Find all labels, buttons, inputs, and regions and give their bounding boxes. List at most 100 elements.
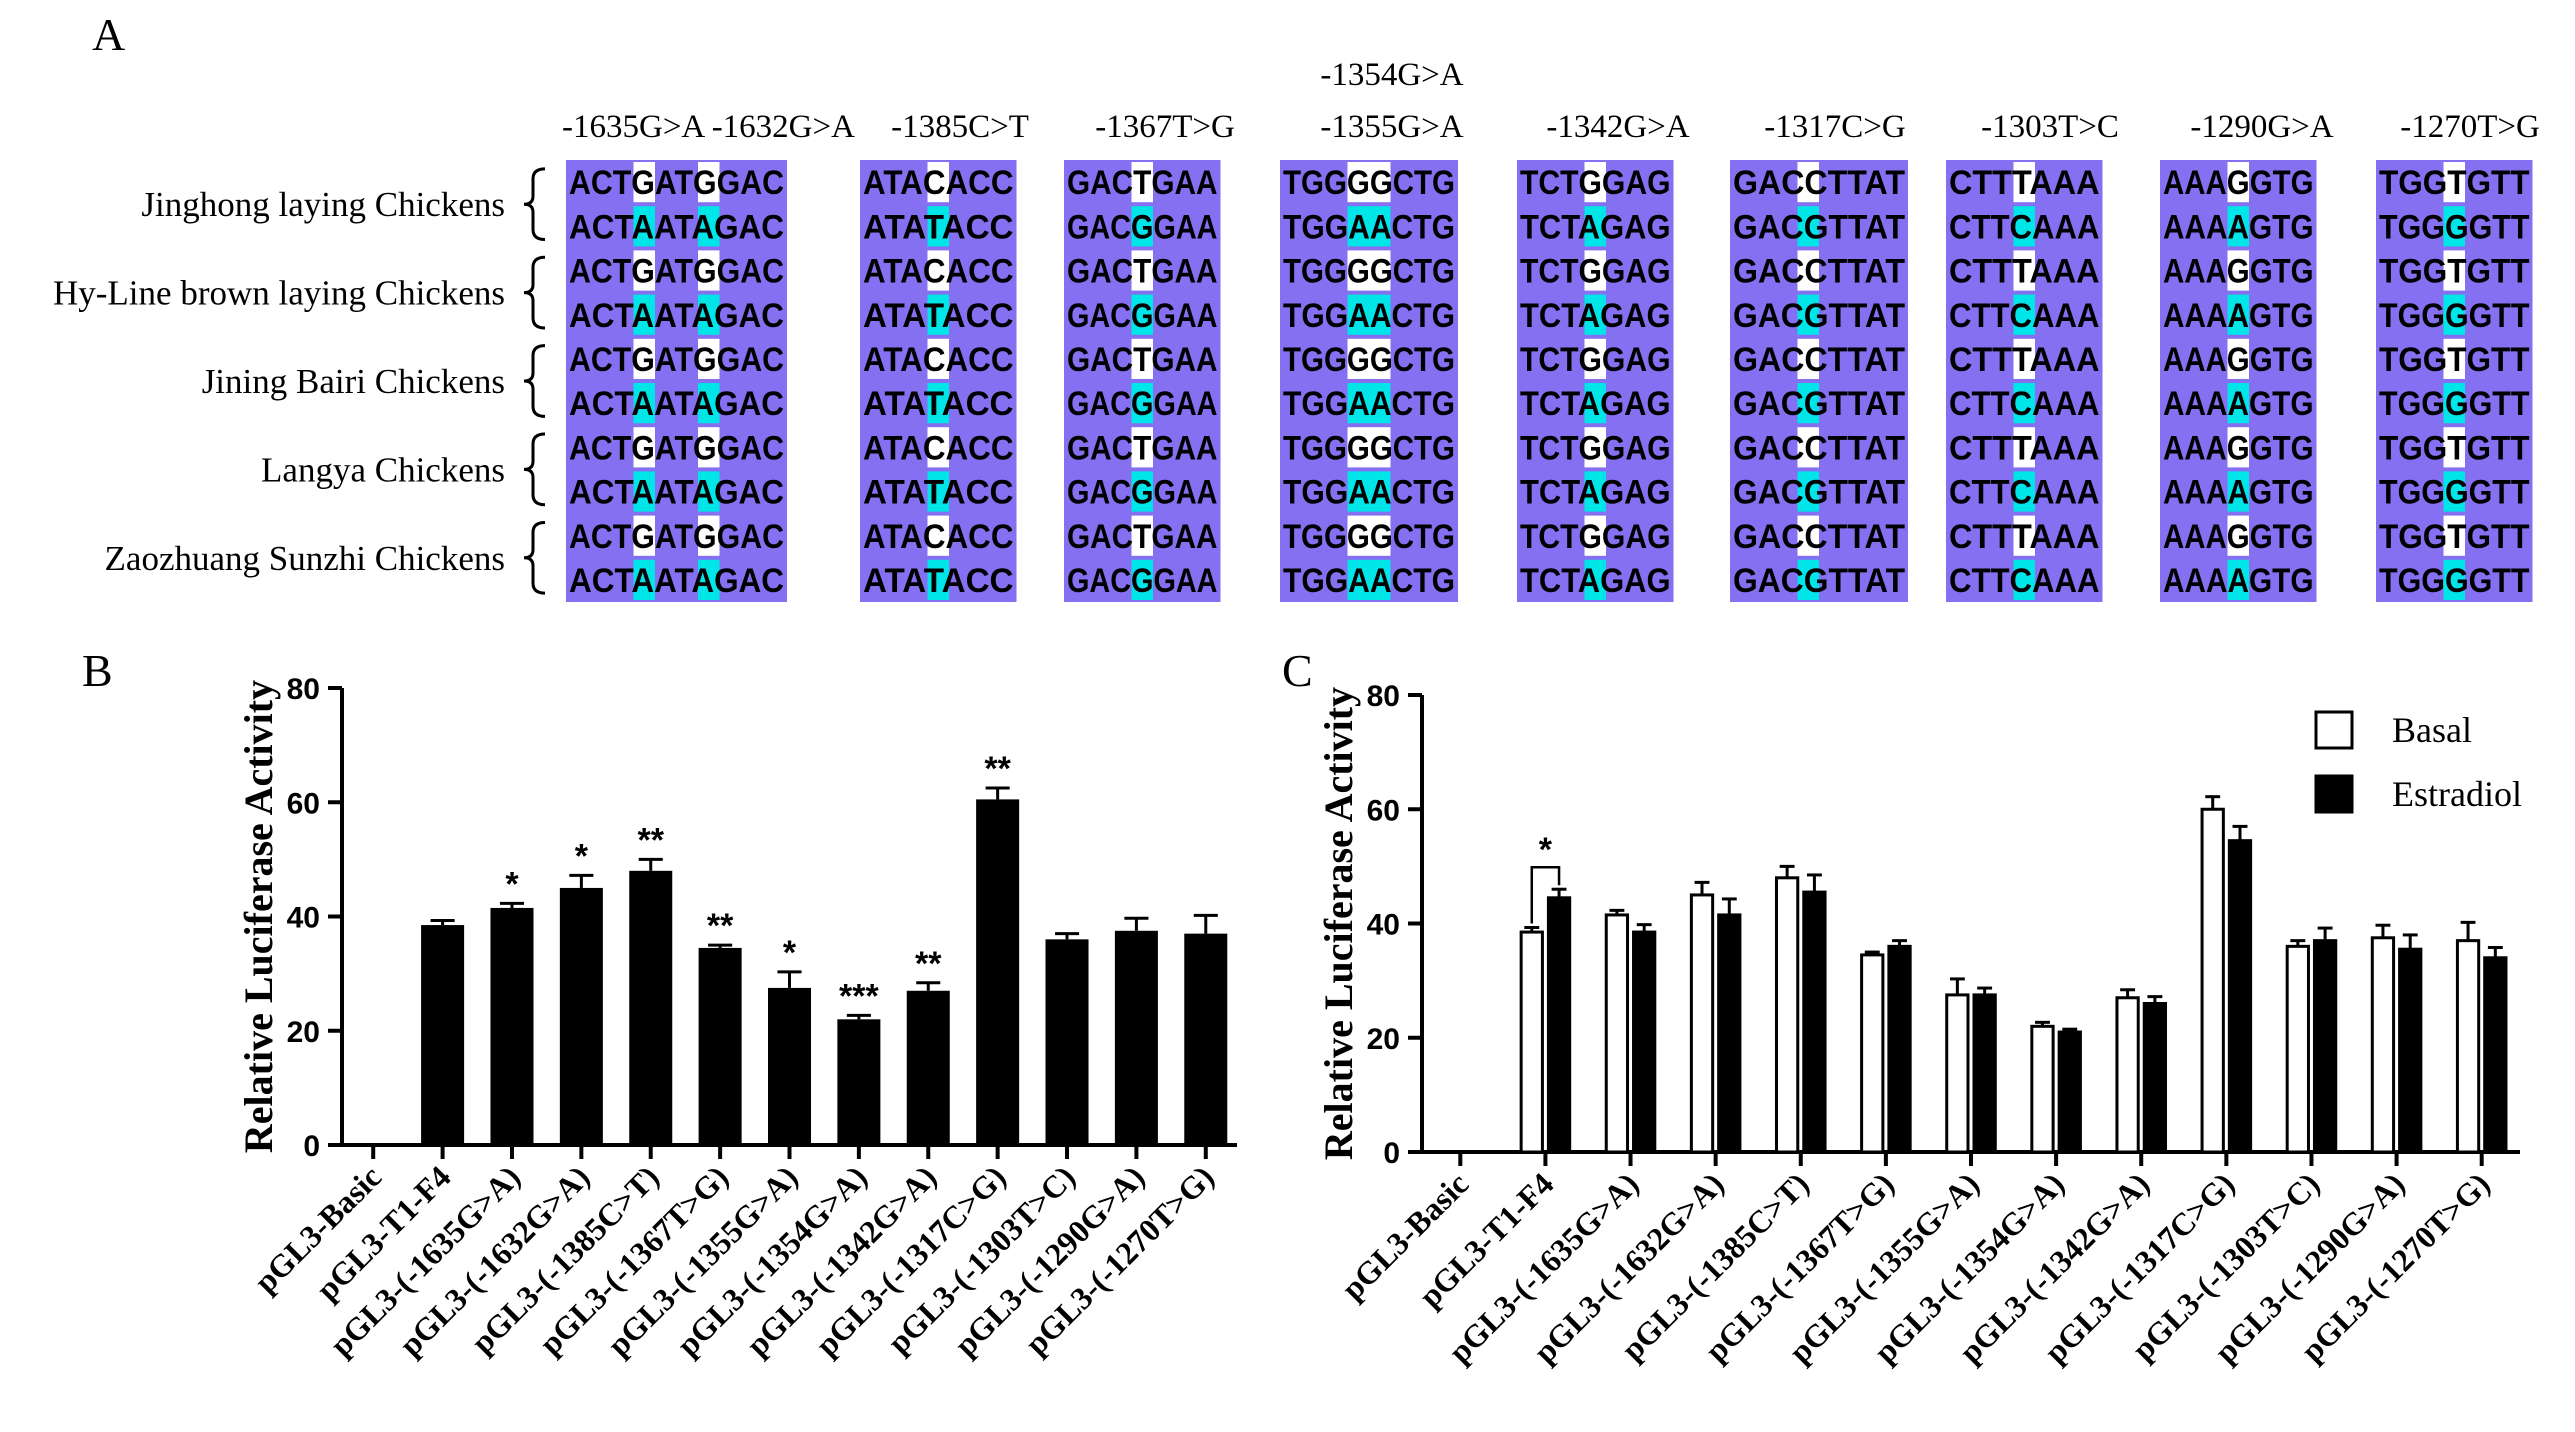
snp-highlight <box>1369 162 1391 203</box>
sequence-row: GACTGAA <box>1067 253 1218 291</box>
sequence-row: AAAGGTG <box>2163 429 2314 467</box>
bar-c-basal <box>2115 996 2140 1154</box>
snp-highlight <box>2013 427 2035 468</box>
panel-a-label: A <box>92 9 125 60</box>
snp-highlight <box>1584 162 1606 203</box>
sequence-row: CTTTAAA <box>1949 341 2100 379</box>
sequence-row: GACTGAA <box>1067 518 1218 556</box>
snp-label-8: -1270T>G <box>2400 109 2540 145</box>
y-tick-label: 60 <box>1367 794 1400 827</box>
snp-highlight <box>633 162 655 203</box>
y-tick-label: 40 <box>287 902 320 935</box>
significance-label: *** <box>839 977 879 1015</box>
brace-bracket <box>523 167 546 242</box>
sequence-row: CTTTAAA <box>1949 429 2100 467</box>
bar-c-basal <box>1860 953 1885 1154</box>
snp-highlight <box>927 515 949 556</box>
snp-highlight <box>698 471 720 512</box>
snp-highlight <box>698 559 720 600</box>
snp-highlight <box>698 250 720 291</box>
sequence-row: CTTCAAA <box>1949 297 2100 335</box>
y-tick-label: 20 <box>287 1016 320 1049</box>
panel-c-label: C <box>1282 645 1313 696</box>
snp-highlight <box>2013 338 2035 379</box>
sequence-row: GACGGAA <box>1067 208 1218 246</box>
brace-bracket <box>523 255 546 330</box>
y-tick-label: 0 <box>1383 1137 1400 1170</box>
y-axis-title: Relative Luciferase Activity <box>1316 687 1361 1160</box>
snp-highlight <box>1369 515 1391 556</box>
snp-highlight <box>1797 206 1819 247</box>
sequence-row: GACGGAA <box>1067 385 1218 423</box>
snp-highlight <box>2227 471 2249 512</box>
y-tick-label: 60 <box>287 787 320 820</box>
bar-c-basal <box>2285 944 2310 1154</box>
snp-highlight <box>1347 471 1369 512</box>
snp-highlight <box>927 250 949 291</box>
sequence-row: TGGGGTT <box>2379 385 2530 423</box>
sequence-row: TGGGGCTG <box>1283 518 1455 556</box>
sequence-row: TCTGGAG <box>1520 341 1671 379</box>
breed-label: Hy-Line brown laying Chickens <box>53 274 505 313</box>
bar-c-estradiol <box>1632 930 1657 1154</box>
snp-label-top: -1354G>A <box>1320 57 1463 93</box>
sequence-row: ATATACC <box>863 385 1014 423</box>
snp-highlight <box>1584 250 1606 291</box>
snp-highlight <box>698 162 720 203</box>
sequence-row: CTTCAAA <box>1949 474 2100 512</box>
bar-b <box>837 1019 881 1145</box>
snp-label-3: -1355G>A <box>1320 109 1463 145</box>
panel-b-label: B <box>82 645 113 696</box>
sequence-row: GACGGAA <box>1067 562 1218 600</box>
legend-label: Basal <box>2392 710 2472 750</box>
snp-highlight <box>1584 294 1606 335</box>
snp-highlight <box>1347 162 1369 203</box>
sequence-row: GACTGAA <box>1067 164 1218 202</box>
snp-highlight <box>2443 559 2465 600</box>
bar-c-estradiol <box>2312 939 2338 1154</box>
bar-c-basal <box>1519 930 1544 1154</box>
sequence-row: ATACACC <box>863 164 1014 202</box>
significance-label: ** <box>638 821 665 859</box>
sequence-row: TGGGGCTG <box>1283 253 1455 291</box>
bar-c-estradiol <box>1717 913 1742 1154</box>
snp-highlight <box>2013 383 2035 424</box>
snp-highlight <box>2227 162 2249 203</box>
sequence-row: ATATACC <box>863 474 1014 512</box>
sequence-row: TGGTGTT <box>2379 164 2530 202</box>
snp-highlight <box>2227 294 2249 335</box>
bar-b <box>559 887 603 1145</box>
sequence-row: GACGGAA <box>1067 297 1218 335</box>
snp-highlight <box>1584 206 1606 247</box>
bar-b <box>906 990 950 1145</box>
bar-b <box>421 925 465 1145</box>
y-axis-title: Relative Luciferase Activity <box>236 680 281 1153</box>
snp-highlight <box>1797 383 1819 424</box>
snp-highlight <box>633 338 655 379</box>
sequence-row: ACTAATAGAC <box>569 297 784 335</box>
sequence-row: TCTGGAG <box>1520 253 1671 291</box>
bar-b <box>1114 930 1158 1145</box>
significance-label: ** <box>915 945 942 983</box>
sequence-row: TCTAGAG <box>1520 208 1671 246</box>
snp-highlight <box>2227 515 2249 556</box>
sequence-row: AAAAGTG <box>2163 208 2314 246</box>
sequence-row: TGGAACTG <box>1283 474 1455 512</box>
snp-highlight <box>927 338 949 379</box>
bar-c-basal <box>1945 993 1970 1154</box>
sequence-row: GACCTTAT <box>1733 253 1905 291</box>
alignment-block-bg <box>566 160 787 602</box>
sequence-row: AAAAGTG <box>2163 562 2314 600</box>
snp-highlight <box>927 471 949 512</box>
bar-c-estradiol <box>2057 1030 2082 1154</box>
snp-highlight <box>1347 250 1369 291</box>
snp-highlight <box>1347 559 1369 600</box>
snp-highlight <box>2227 559 2249 600</box>
snp-highlight <box>633 383 655 424</box>
significance-label: * <box>505 865 519 903</box>
sequence-row: TGGAACTG <box>1283 297 1455 335</box>
sequence-row: TGGAACTG <box>1283 562 1455 600</box>
significance-label: ** <box>707 907 734 945</box>
bar-c-estradiol <box>2227 839 2253 1154</box>
sequence-row: ATATACC <box>863 562 1014 600</box>
